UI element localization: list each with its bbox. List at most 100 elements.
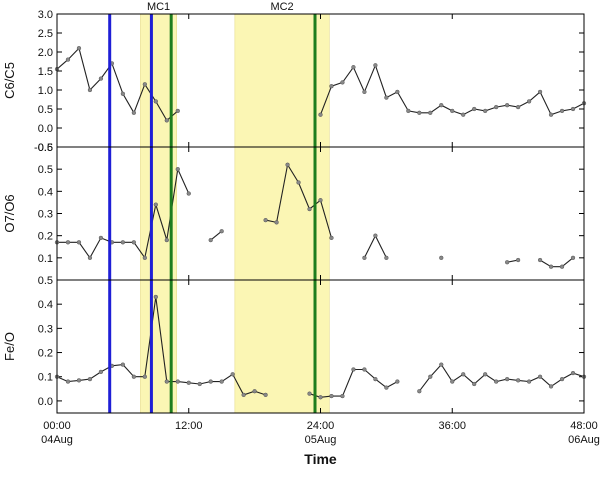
data-point [241,392,246,398]
data-point [548,384,554,389]
data-point [504,376,510,382]
data-point [296,180,301,185]
data-point [263,392,268,398]
data-point [351,65,356,70]
data-point [428,110,433,115]
data-point [494,104,499,110]
data-point [208,237,213,243]
data-point [504,103,510,108]
y-tick-label: 1.0 [38,85,53,97]
data-point [318,112,323,117]
y-tick-label: 2.5 [38,28,53,40]
data-point [186,380,191,385]
data-point [252,389,257,394]
data-point [318,198,323,203]
data-point [274,220,279,225]
data-point [439,103,444,108]
data-point [537,374,543,379]
y-tick-label: 0.2 [38,231,53,243]
data-point [559,376,565,382]
y-tick-label: 0.4 [38,299,53,311]
y-tick-label: 0.5 [38,275,53,287]
x-tick-sublabel: 06Aug [568,434,600,446]
data-point [384,255,389,260]
data-point [164,118,169,123]
data-point [570,370,576,376]
data-point [395,379,400,384]
data-point [153,99,158,104]
y-tick-label: 0.1 [38,372,53,384]
data-point [87,87,93,93]
x-tick-label: 36:00 [438,420,466,432]
data-point [373,63,378,68]
panel-fe-o: 0.0 0.1 0.2 0.3 0.4 0.5 Fe/O [2,275,587,408]
y-tick-label: 0.3 [38,209,53,221]
data-point [219,229,224,234]
data-point [131,240,137,245]
data-point [164,379,169,384]
series-line [418,363,585,392]
data-point [307,391,312,396]
data-point [87,255,93,260]
x-tick-label: 48:00 [570,420,598,432]
data-point [76,46,82,51]
data-point [142,82,147,87]
y-tick-label: 0.0 [38,396,53,408]
data-point [175,379,180,384]
data-point [450,108,455,114]
data-point [504,260,510,265]
x-tick-sublabel: 05Aug [305,434,337,446]
data-point [417,389,422,394]
data-point [526,99,532,104]
data-point [329,393,334,399]
y-tick-label: 0.5 [38,164,53,176]
data-point [548,264,554,269]
data-point [559,264,565,269]
data-point [186,191,191,196]
y-axis-label: O7/O6 [2,194,17,232]
y-axis-label: Fe/O [2,332,17,361]
data-point [548,112,554,117]
data-point [537,257,543,263]
data-point [362,367,367,372]
x-tick-label: 12:00 [175,420,203,432]
data-point [526,379,532,384]
data-point [307,206,312,212]
data-point [340,80,345,85]
data-point [439,255,444,260]
x-tick-sublabel: 04Aug [41,434,73,446]
data-point [263,218,268,223]
data-point [208,379,213,384]
y-tick-label: 1.5 [38,66,53,78]
data-point [373,233,378,238]
data-point [329,84,334,89]
panel-c6-c5: -0.5 0.0 0.5 1.0 1.5 2.0 2.5 3.0 C6/C5 [2,9,587,154]
data-point [483,108,488,114]
data-point [131,110,137,115]
data-point [537,89,543,95]
y-tick-label: -0.5 [34,142,53,154]
y-tick-label: 0.2 [38,348,53,360]
series-line [56,47,179,122]
y-tick-label: 0.5 [38,104,53,116]
data-point [515,378,521,383]
data-point [98,76,104,81]
data-point [472,381,477,387]
data-point [472,106,477,112]
data-point [329,235,334,241]
data-point [153,294,158,300]
data-point [120,91,126,96]
interval-label-mc1: MC1 [147,1,170,13]
data-point [76,378,82,383]
data-point [197,381,202,387]
series-line [539,257,574,268]
data-point [494,379,499,384]
data-point [461,372,466,377]
x-tick-label: 00:00 [43,420,71,432]
data-point [87,376,93,382]
data-point [65,57,71,62]
data-point [384,385,389,390]
data-point [384,95,389,100]
